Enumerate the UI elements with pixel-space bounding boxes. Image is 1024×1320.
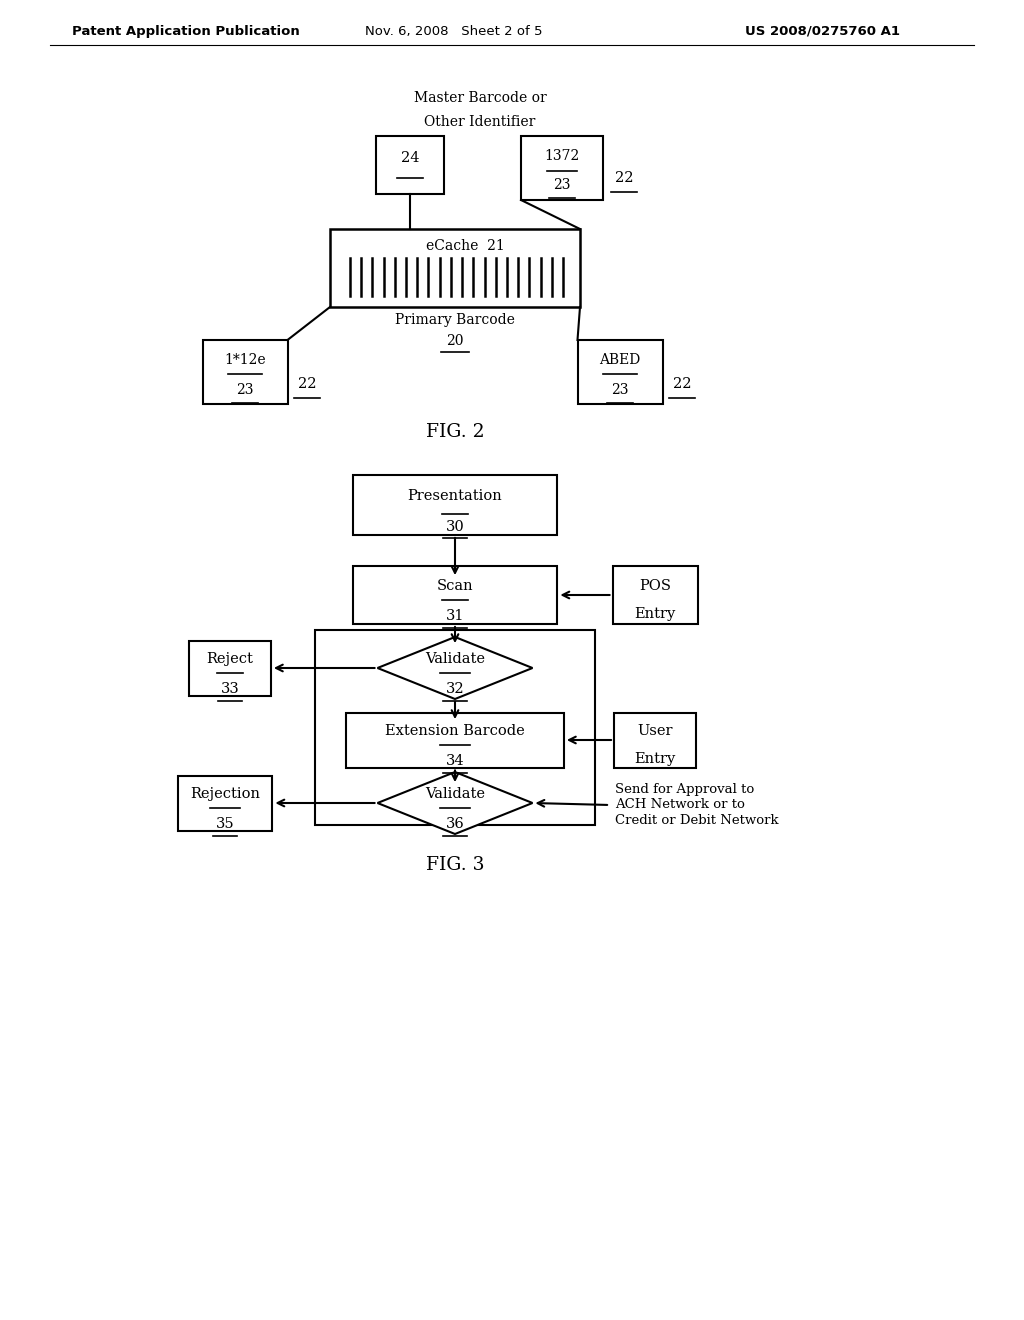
Text: 35: 35 xyxy=(216,817,234,832)
Text: User: User xyxy=(637,723,673,738)
Text: 32: 32 xyxy=(445,682,464,696)
Text: Presentation: Presentation xyxy=(408,488,503,503)
Text: 23: 23 xyxy=(553,178,570,191)
Text: Entry: Entry xyxy=(635,752,676,766)
Text: 22: 22 xyxy=(298,378,316,391)
Text: Credit or Debit Network: Credit or Debit Network xyxy=(615,814,778,828)
Text: 22: 22 xyxy=(673,378,691,391)
Text: 30: 30 xyxy=(445,520,464,535)
Text: Entry: Entry xyxy=(635,607,676,620)
FancyBboxPatch shape xyxy=(352,566,557,624)
Text: Send for Approval to: Send for Approval to xyxy=(615,783,755,796)
Text: 20: 20 xyxy=(446,334,464,348)
FancyBboxPatch shape xyxy=(521,136,603,201)
Text: ABED: ABED xyxy=(599,352,641,367)
FancyBboxPatch shape xyxy=(346,713,564,767)
Text: 33: 33 xyxy=(220,682,240,696)
Text: Master Barcode or: Master Barcode or xyxy=(414,91,547,106)
FancyBboxPatch shape xyxy=(189,640,271,696)
Text: Other Identifier: Other Identifier xyxy=(424,115,536,129)
Text: Extension Barcode: Extension Barcode xyxy=(385,723,525,738)
Text: 24: 24 xyxy=(400,150,419,165)
Text: FIG. 2: FIG. 2 xyxy=(426,422,484,441)
Text: POS: POS xyxy=(639,579,671,593)
Text: 1372: 1372 xyxy=(545,149,580,162)
Text: Validate: Validate xyxy=(425,787,485,801)
FancyBboxPatch shape xyxy=(315,630,595,825)
FancyBboxPatch shape xyxy=(330,228,580,308)
Text: 22: 22 xyxy=(614,172,633,185)
Text: Rejection: Rejection xyxy=(190,787,260,801)
FancyBboxPatch shape xyxy=(203,341,288,404)
FancyBboxPatch shape xyxy=(177,776,272,830)
Text: 23: 23 xyxy=(237,383,254,397)
Text: eCache  21: eCache 21 xyxy=(426,239,505,253)
FancyBboxPatch shape xyxy=(352,475,557,535)
Polygon shape xyxy=(378,772,532,834)
Text: US 2008/0275760 A1: US 2008/0275760 A1 xyxy=(745,25,900,38)
Text: Scan: Scan xyxy=(436,579,473,593)
FancyBboxPatch shape xyxy=(612,566,697,624)
Text: Patent Application Publication: Patent Application Publication xyxy=(72,25,300,38)
Text: 34: 34 xyxy=(445,754,464,768)
Text: 23: 23 xyxy=(611,383,629,397)
FancyBboxPatch shape xyxy=(614,713,696,767)
Text: ACH Network or to: ACH Network or to xyxy=(615,799,744,812)
Text: Nov. 6, 2008   Sheet 2 of 5: Nov. 6, 2008 Sheet 2 of 5 xyxy=(365,25,543,38)
Text: FIG. 3: FIG. 3 xyxy=(426,855,484,874)
Text: Primary Barcode: Primary Barcode xyxy=(395,313,515,327)
Text: Reject: Reject xyxy=(207,652,253,667)
Text: 1*12e: 1*12e xyxy=(224,352,266,367)
FancyBboxPatch shape xyxy=(376,136,444,194)
FancyBboxPatch shape xyxy=(578,341,663,404)
Text: 36: 36 xyxy=(445,817,464,832)
Polygon shape xyxy=(378,638,532,700)
Text: Validate: Validate xyxy=(425,652,485,667)
Text: 31: 31 xyxy=(445,609,464,623)
